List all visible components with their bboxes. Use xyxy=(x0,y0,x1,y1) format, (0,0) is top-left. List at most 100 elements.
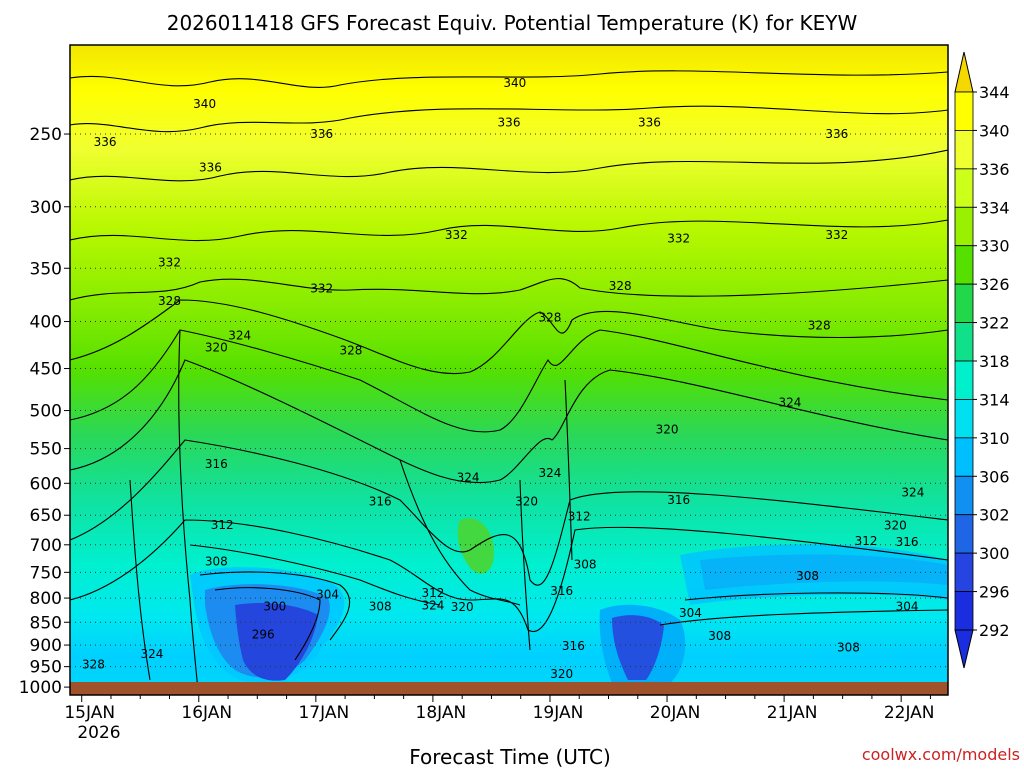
colorbar-label-334: 334 xyxy=(979,198,1010,217)
contour-304b xyxy=(684,592,948,601)
x-tick-label-19jan: 19JAN xyxy=(533,703,584,723)
contour-328 xyxy=(70,299,948,375)
contour-320 xyxy=(70,359,948,484)
watermark-domain: coolwx.com/ xyxy=(862,745,963,764)
contour-label: 316 xyxy=(369,494,392,508)
y-tick-label-850: 850 xyxy=(30,613,62,633)
contour-label: 324 xyxy=(140,647,163,661)
contour-332 xyxy=(70,219,948,242)
x-tick-label-20jan: 20JAN xyxy=(650,703,701,723)
cold-pool-b-core xyxy=(612,615,664,680)
contour-label: 320 xyxy=(884,519,907,533)
contour-316 xyxy=(70,439,948,586)
contour-336 xyxy=(70,105,948,133)
contour-label: 312 xyxy=(568,509,591,523)
colorbar-swatch-326 xyxy=(954,245,974,285)
watermark: coolwx.com/models xyxy=(862,745,1020,764)
y-tick-label-400: 400 xyxy=(30,313,62,333)
contour-label: 328 xyxy=(808,319,831,333)
contour-label: 304 xyxy=(896,599,919,613)
x-tick-label-15jan: 15JAN xyxy=(64,703,115,723)
contour-lines xyxy=(70,70,948,691)
contour-label: 324 xyxy=(228,328,251,342)
y-tick-label-900: 900 xyxy=(30,636,62,656)
x-tick-label-21jan: 21JAN xyxy=(767,703,818,723)
x-tick-label-18jan: 18JAN xyxy=(416,703,467,723)
contour-label: 304 xyxy=(679,606,702,620)
x-axis: 15JAN 16JAN 17JAN 18JAN 19JAN 20JAN 21JAN 22JAN xyxy=(64,695,935,723)
contour-label: 320 xyxy=(451,600,474,614)
y-tick-label-250: 250 xyxy=(30,125,62,145)
contour-label: 316 xyxy=(562,639,585,653)
colorbar-label-306: 306 xyxy=(979,467,1010,486)
ground-strip xyxy=(70,682,948,695)
colorbar-label-314: 314 xyxy=(979,390,1010,409)
contour-label: 312 xyxy=(211,518,234,532)
colorbar-label-300: 300 xyxy=(979,544,1010,563)
contour-label: 332 xyxy=(158,256,181,270)
colorbar-label-322: 322 xyxy=(979,314,1010,333)
contour-label: 308 xyxy=(796,569,819,583)
colorbar-label-302: 302 xyxy=(979,506,1010,525)
x-axis-year: 2026 xyxy=(77,723,120,743)
colorbar-label-344: 344 xyxy=(979,83,1010,102)
contour-label: 332 xyxy=(310,281,333,295)
colorbar-top-arrow xyxy=(954,51,974,93)
x-tick-label-22jan: 22JAN xyxy=(884,703,935,723)
contour-label: 304 xyxy=(316,588,339,602)
contour-label: 332 xyxy=(667,232,690,246)
contour-label: 336 xyxy=(310,127,333,141)
plot-field: 340 340 336 336 336 336 336 336 332 332 332 332 332 3… xyxy=(70,45,948,695)
contour-label: 300 xyxy=(263,599,286,613)
front-line-d xyxy=(399,459,521,606)
contour-334 xyxy=(70,149,948,182)
contour-label: 332 xyxy=(825,228,848,242)
contour-label: 328 xyxy=(539,311,562,325)
contour-label: 336 xyxy=(94,135,117,149)
contour-label: 308 xyxy=(205,555,228,569)
y-tick-label-700: 700 xyxy=(30,536,62,556)
colorbar-label-340: 340 xyxy=(979,121,1010,140)
x-tick-label-16jan: 16JAN xyxy=(181,703,232,723)
x-axis-title: Forecast Time (UTC) xyxy=(409,745,611,768)
colorbar-swatch-314 xyxy=(954,360,974,400)
contour-label: 328 xyxy=(82,658,105,672)
contour-label: 316 xyxy=(896,535,919,549)
contour-label: 320 xyxy=(205,341,228,355)
colorbar-swatch-340 xyxy=(954,91,974,131)
chart-title: 2026011418 GFS Forecast Equiv. Potential… xyxy=(167,11,858,35)
contour-labels: 340 340 336 336 336 336 336 336 332 332 332 332 332 3… xyxy=(82,76,924,695)
contour-label: 312 xyxy=(421,586,444,600)
y-tick-label-650: 650 xyxy=(30,506,62,526)
y-axis: 250 300 350 400 450 500 550 600 650 700 750 800 850 9… xyxy=(19,125,902,702)
contour-label: 336 xyxy=(825,127,848,141)
y-tick-label-950: 950 xyxy=(30,658,62,678)
colorbar-label-330: 330 xyxy=(979,237,1010,256)
colorbar-label-336: 336 xyxy=(979,160,1010,179)
x-tick-label-17jan: 17JAN xyxy=(298,703,349,723)
contour-300 xyxy=(214,587,321,661)
contour-label: 336 xyxy=(498,116,521,130)
y-tick-label-500: 500 xyxy=(30,402,62,422)
plot-frame xyxy=(69,44,949,696)
contour-label: 332 xyxy=(445,228,468,242)
contour-label: 320 xyxy=(550,667,573,681)
contour-340 xyxy=(70,70,948,88)
contour-label: 316 xyxy=(667,493,690,507)
front-line-e xyxy=(129,479,151,681)
colorbar-swatch-292 xyxy=(954,591,974,631)
contour-label: 340 xyxy=(193,97,216,111)
watermark-path: models xyxy=(962,745,1020,764)
y-tick-label-600: 600 xyxy=(30,474,62,494)
y-tick-label-800: 800 xyxy=(30,589,62,609)
contour-label: 308 xyxy=(574,557,597,571)
colorbar-swatch-336 xyxy=(954,130,974,170)
colorbar-swatch-310 xyxy=(954,399,974,439)
colorbar-label-292: 292 xyxy=(979,621,1010,640)
contour-label: 328 xyxy=(340,343,363,357)
contour-label: 324 xyxy=(779,396,802,410)
contour-label: 336 xyxy=(638,116,661,130)
colorbar: 344 340 336 334 330 326 322 318 314 310 306 302 300 2… xyxy=(954,51,1010,669)
colorbar-label-310: 310 xyxy=(979,429,1010,448)
